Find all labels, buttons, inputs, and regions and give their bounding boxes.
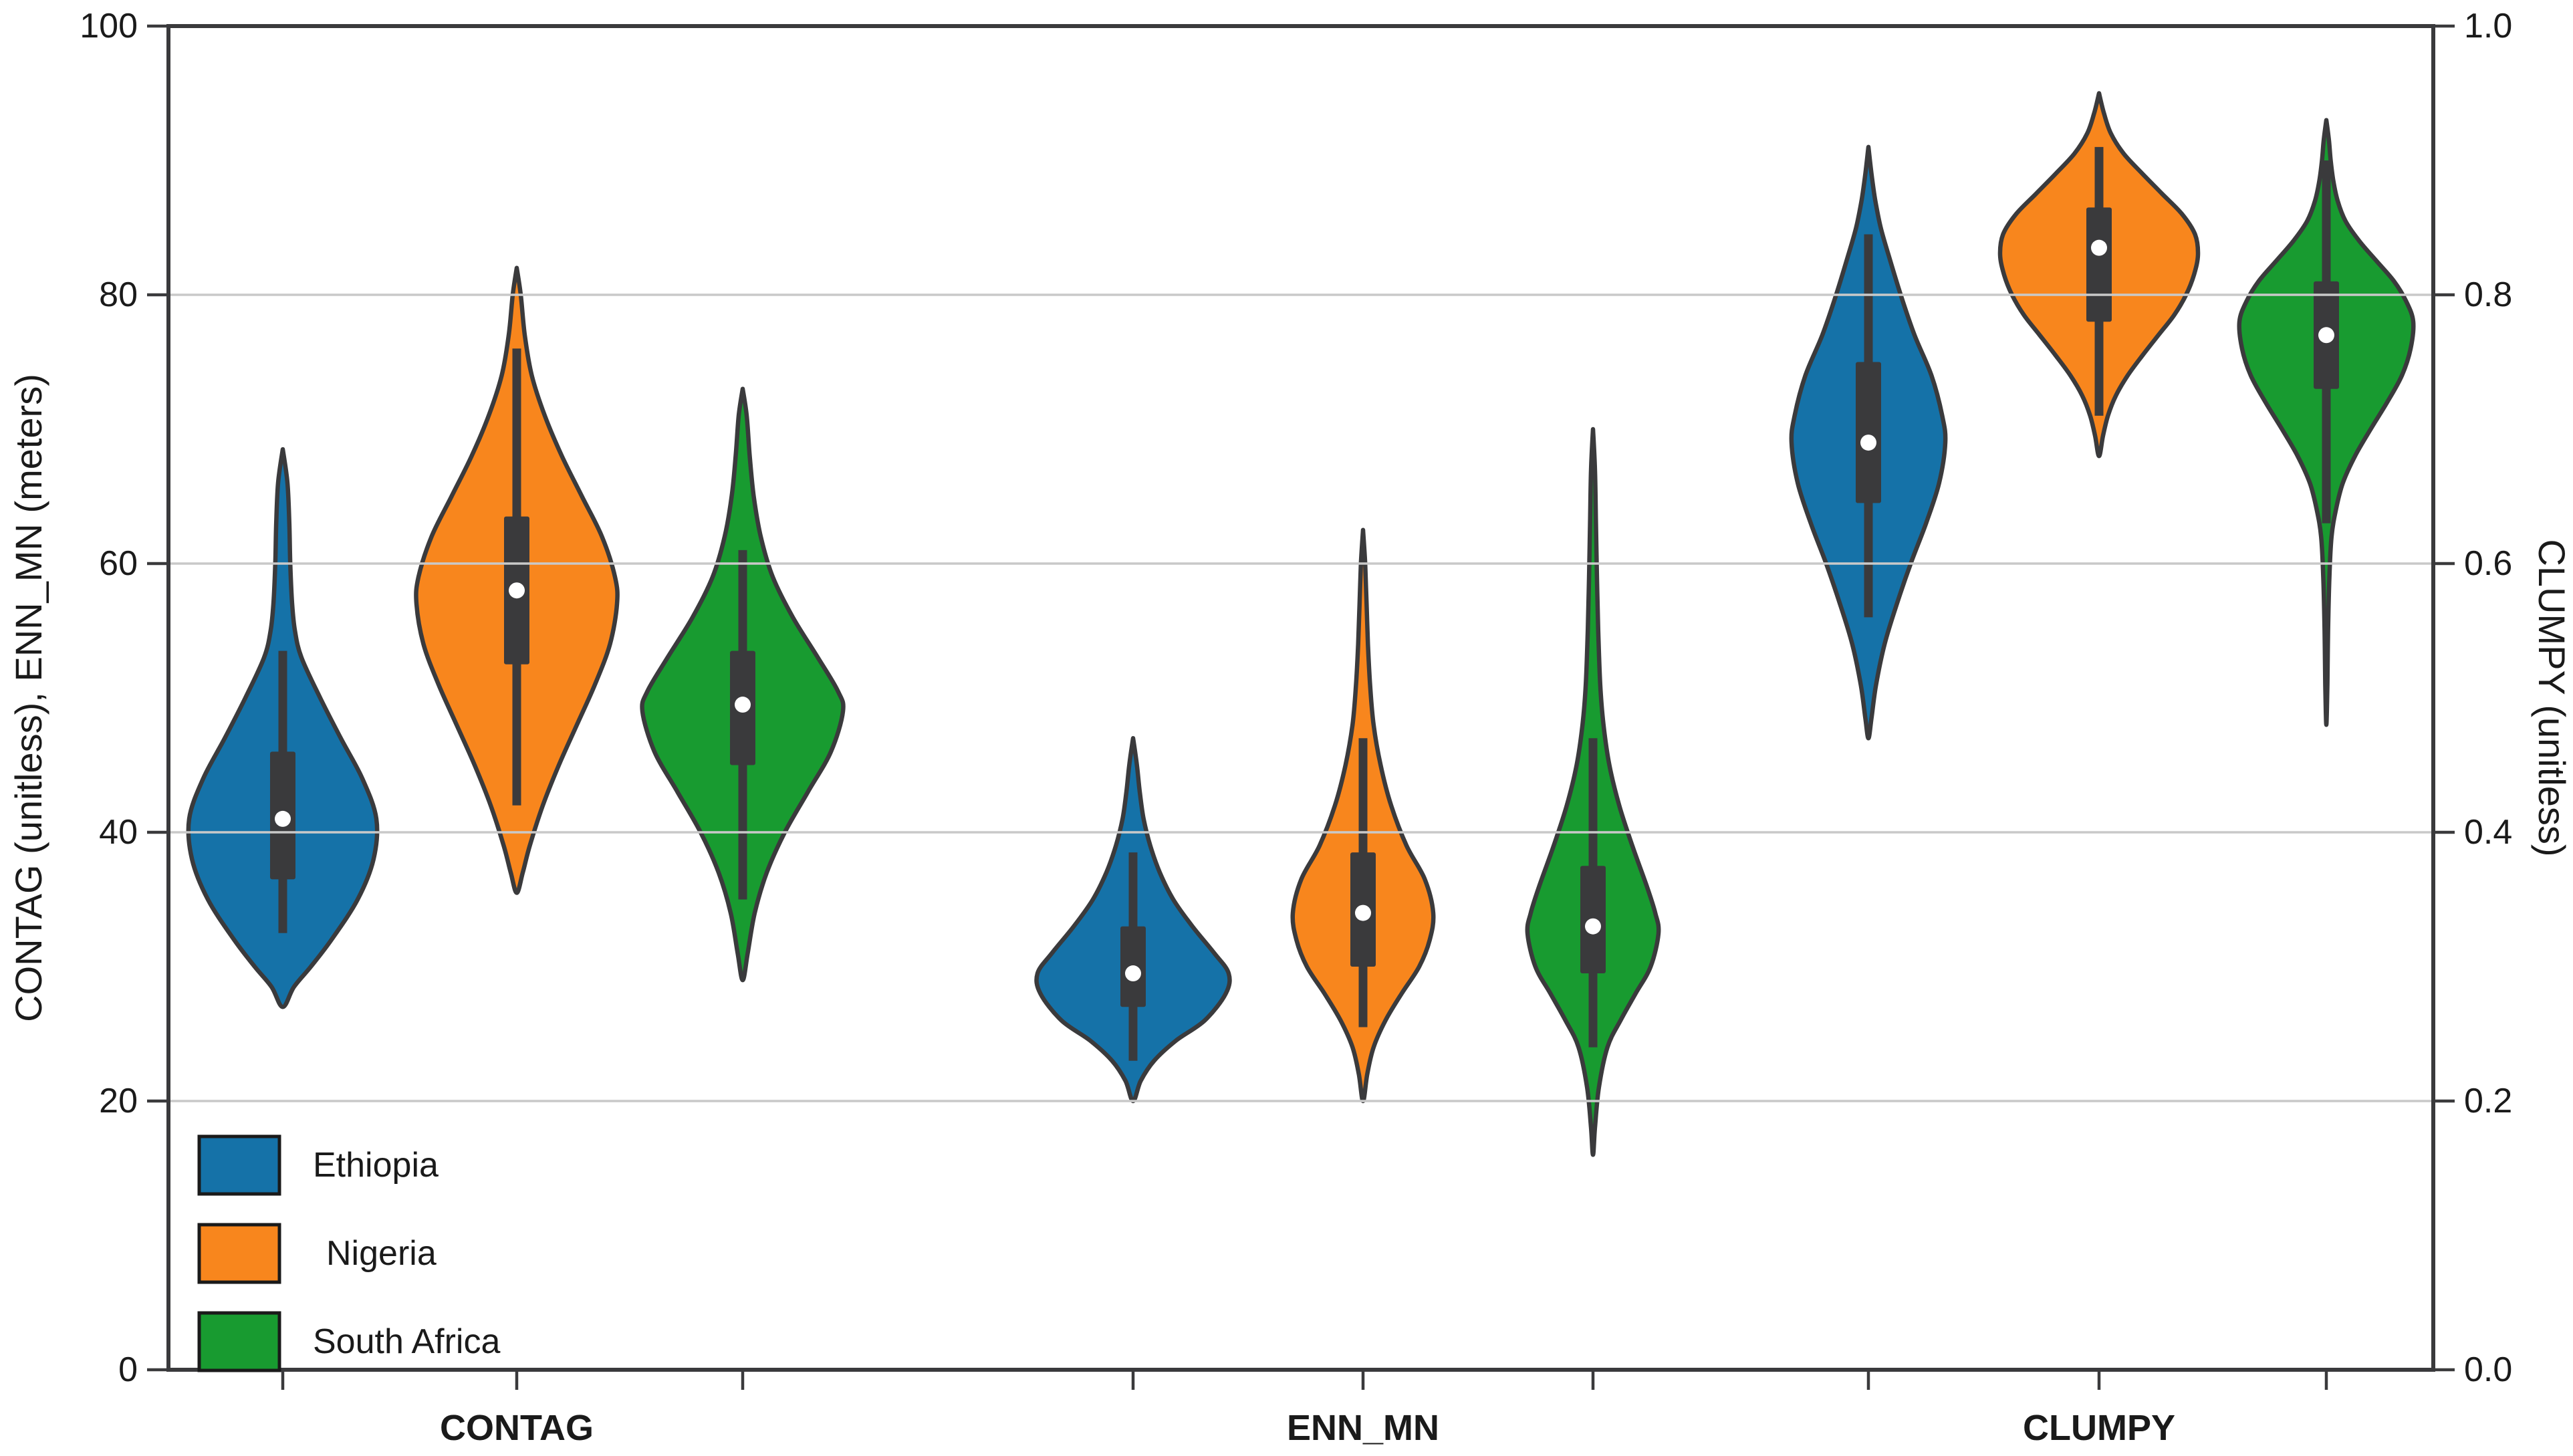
median-dot-contag-south-africa [735,697,751,713]
right-tick-label-0.2: 0.2 [2464,1082,2512,1120]
x-group-label-contag: CONTAG [440,1408,594,1448]
violin-clumpy-ethiopia [1789,144,1948,741]
left-axis-title: CONTAG (unitless), ENN_MN (meters) [7,374,49,1022]
legend-swatch-south-africa [197,1311,281,1372]
x-group-label-enn_mn: ENN_MN [1287,1408,1439,1448]
median-dot-clumpy-south-africa [2318,327,2334,344]
left-tick-label-20: 20 [99,1082,138,1120]
violin-contag-ethiopia [186,447,380,1009]
median-dot-enn-mn-nigeria [1355,904,1371,921]
x-axis: CONTAG ENN_MN CLUMPY [281,1370,2328,1448]
legend-swatch-nigeria [197,1223,281,1284]
violin-clumpy-nigeria [1997,91,2201,459]
left-axis: 100 80 60 40 20 0 CONTAG (unitless), ENN_MN (m… [7,7,168,1389]
x-group-label-clumpy: CLUMPY [2023,1408,2175,1448]
left-tick-label-40: 40 [99,813,138,852]
plot-spines [166,24,2435,1372]
median-dot-contag-nigeria [509,582,525,599]
right-axis: 1.0 0.8 0.6 0.4 0.2 0.0 CLUMPY (unitless) [2433,7,2573,1389]
median-dot-enn-mn-ethiopia [1125,965,1141,982]
left-tick-label-80: 80 [99,275,138,314]
median-dot-enn-mn-south-africa [1585,918,1601,935]
left-tick-label-60: 60 [99,544,138,583]
median-dot-clumpy-ethiopia [1860,435,1876,451]
legend-label-south-africa: South Africa [313,1322,500,1361]
iqr-box-clumpy-ethiopia [1856,362,1881,503]
violin-clumpy-south-africa [2237,118,2416,727]
right-tick-label-1.0: 1.0 [2464,7,2512,45]
left-tick-label-100: 100 [80,7,138,45]
violin-contag-nigeria [414,265,620,895]
legend-label-ethiopia: Ethiopia [313,1146,439,1185]
legend-swatch-ethiopia [197,1134,281,1196]
left-tick-label-0: 0 [118,1350,138,1389]
right-tick-label-0.8: 0.8 [2464,275,2512,314]
legend: Ethiopia Nigeria South Africa [197,1134,500,1372]
violin-contag-south-africa [640,386,846,983]
median-dot-clumpy-nigeria [2091,239,2107,256]
median-dot-contag-ethiopia [275,810,291,827]
legend-label-nigeria: Nigeria [326,1234,437,1273]
right-tick-label-0.0: 0.0 [2464,1350,2512,1389]
iqr-box-clumpy-nigeria [2086,207,2112,322]
violin-enn-mn-south-africa [1525,427,1661,1157]
right-tick-label-0.6: 0.6 [2464,544,2512,583]
right-axis-title: CLUMPY (unitless) [2531,539,2573,856]
gridlines-layer [168,293,2433,1102]
right-tick-label-0.4: 0.4 [2464,813,2512,852]
